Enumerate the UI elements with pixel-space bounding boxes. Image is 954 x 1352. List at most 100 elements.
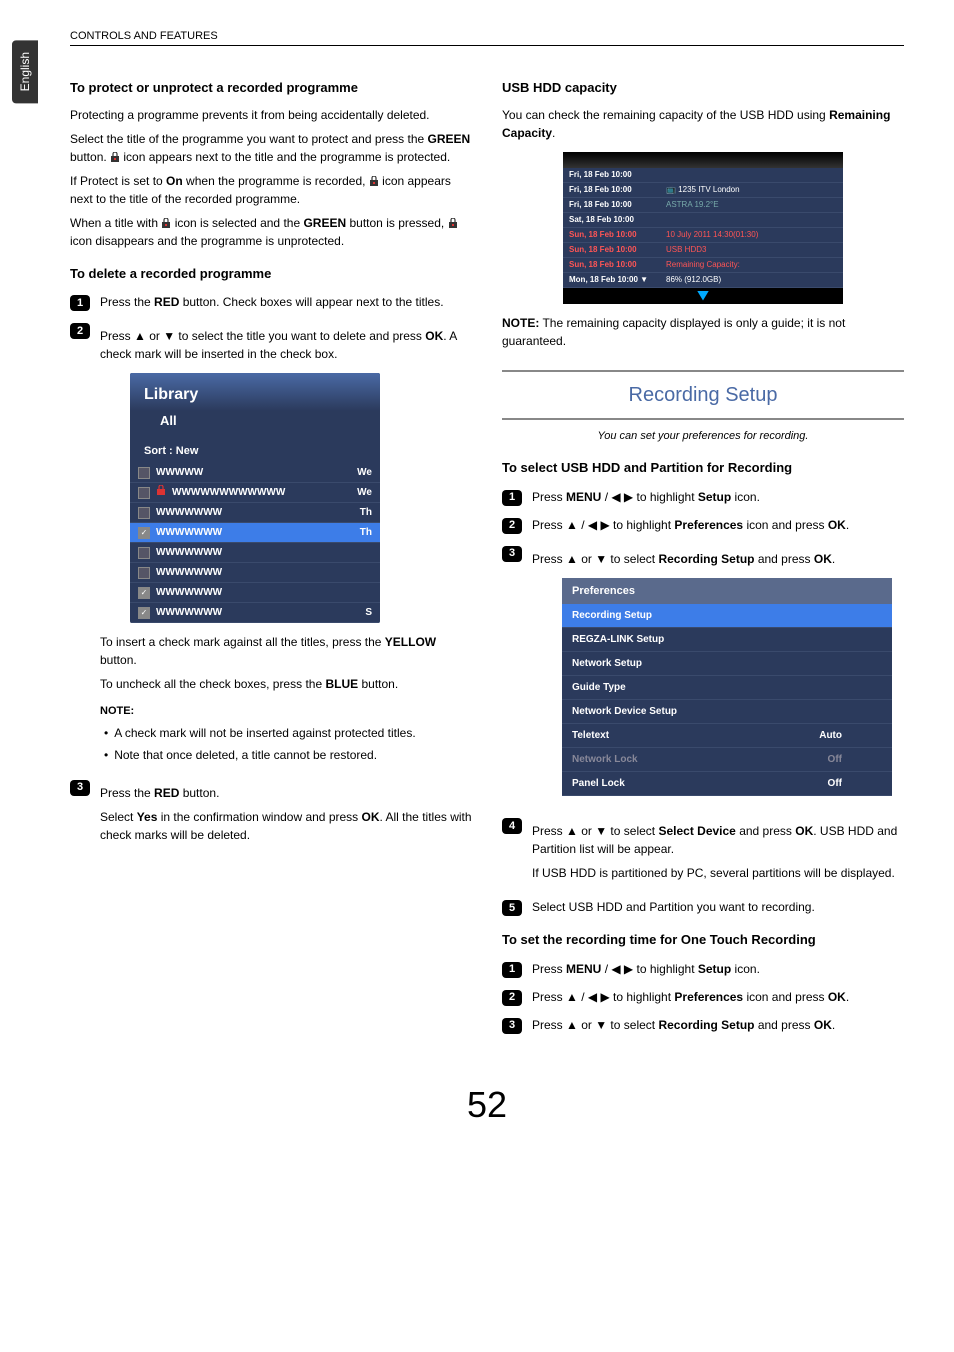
text: Press the bbox=[100, 786, 154, 800]
step-2: 2 Press ▲ or ▼ to select the title you w… bbox=[70, 321, 472, 768]
step-number: 1 bbox=[502, 490, 522, 506]
heading-one-touch: To set the recording time for One Touch … bbox=[502, 930, 904, 950]
step-number: 3 bbox=[502, 546, 522, 562]
heading-protect: To protect or unprotect a recorded progr… bbox=[70, 78, 472, 98]
text: If Protect is set to bbox=[70, 174, 166, 188]
library-row-text: WWWWWWWWWWWW bbox=[172, 485, 351, 500]
page-header: CONTROLS AND FEATURES bbox=[70, 30, 904, 46]
remaining-row-left: Mon, 18 Feb 10:00 ▼ bbox=[569, 274, 654, 286]
prefs-row-label: Panel Lock bbox=[572, 776, 625, 791]
step-text: Press MENU / ◀ ▶ to highlight Setup icon… bbox=[532, 960, 904, 978]
library-row-right: We bbox=[357, 485, 372, 500]
text: and press bbox=[754, 1018, 813, 1032]
step-number: 3 bbox=[70, 780, 90, 796]
library-screenshot: Library All Sort : New WWWWWWeWWWWWWWWWW… bbox=[130, 373, 380, 623]
text: RED bbox=[154, 295, 179, 309]
text: button. bbox=[358, 677, 398, 691]
prefs-row-value: Off bbox=[828, 776, 882, 791]
text: Setup bbox=[698, 490, 731, 504]
remaining-row-left: Fri, 18 Feb 10:00 bbox=[569, 184, 654, 196]
text: If USB HDD is partitioned by PC, several… bbox=[532, 864, 904, 882]
remaining-row-right bbox=[666, 214, 837, 226]
language-tab: English bbox=[12, 40, 38, 103]
library-row-text: WWWWWWW bbox=[156, 525, 354, 540]
step-text: Press ▲ or ▼ to select Recording Setup a… bbox=[532, 544, 904, 807]
text: and press bbox=[736, 824, 795, 838]
note-label: NOTE: bbox=[100, 703, 472, 720]
step-text: Press ▲ / ◀ ▶ to highlight Preferences i… bbox=[532, 516, 904, 534]
para: You can check the remaining capacity of … bbox=[502, 106, 904, 142]
remaining-top-bar bbox=[563, 152, 843, 168]
step-4: 4 Press ▲ or ▼ to select Select Device a… bbox=[502, 816, 904, 888]
para: NOTE: The remaining capacity displayed i… bbox=[502, 314, 904, 350]
text: icon and press bbox=[743, 518, 828, 532]
text: Select Device bbox=[658, 824, 735, 838]
remaining-row: Sun, 18 Feb 10:00 Remaining Capacity: bbox=[563, 258, 843, 273]
step-text: Press ▲ or ▼ to select Select Device and… bbox=[532, 816, 904, 888]
text: Preferences bbox=[674, 990, 743, 1004]
text: Recording Setup bbox=[658, 1018, 754, 1032]
text: MENU bbox=[566, 490, 601, 504]
text: OK bbox=[828, 990, 846, 1004]
remaining-row-left: Sat, 18 Feb 10:00 bbox=[569, 214, 654, 226]
checkbox-icon: ✓ bbox=[138, 527, 150, 539]
remaining-row: Fri, 18 Feb 10:00📺 1235 ITV London bbox=[563, 183, 843, 198]
remaining-row-right bbox=[666, 169, 837, 181]
prefs-row-value: Auto bbox=[819, 728, 882, 743]
remaining-row-left: Sun, 18 Feb 10:00 bbox=[569, 259, 654, 271]
heading-select-usb: To select USB HDD and Partition for Reco… bbox=[502, 458, 904, 478]
text: Note that once deleted, a title cannot b… bbox=[114, 746, 377, 764]
library-title: Library bbox=[130, 373, 380, 411]
text: Select the title of the programme you wa… bbox=[70, 132, 428, 146]
text: BLUE bbox=[325, 677, 358, 691]
step-text: Press ▲ or ▼ to select Recording Setup a… bbox=[532, 1016, 904, 1034]
text: OK bbox=[362, 810, 380, 824]
library-row-right: S bbox=[365, 605, 372, 620]
lock-icon bbox=[110, 152, 120, 162]
text: . bbox=[832, 1018, 835, 1032]
prefs-row-label: Network Device Setup bbox=[572, 704, 677, 719]
prefs-row: Panel Lock Off bbox=[562, 772, 892, 796]
remaining-row: Sat, 18 Feb 10:00 bbox=[563, 213, 843, 228]
step-3: 3 Press the RED button. Select Yes in th… bbox=[70, 778, 472, 850]
text: Setup bbox=[698, 962, 731, 976]
section-desc: You can set your preferences for recordi… bbox=[502, 428, 904, 445]
text: Press ▲ / ◀ ▶ to highlight bbox=[532, 518, 674, 532]
text: When a title with bbox=[70, 216, 161, 230]
text: / ◀ ▶ to highlight bbox=[601, 490, 698, 504]
step-number: 5 bbox=[502, 900, 522, 916]
step-text: Press MENU / ◀ ▶ to highlight Setup icon… bbox=[532, 488, 904, 506]
text: OK bbox=[814, 1018, 832, 1032]
para: When a title with icon is selected and t… bbox=[70, 214, 472, 250]
lock-icon bbox=[156, 485, 166, 500]
text: Yes bbox=[137, 810, 158, 824]
text: icon is selected and the bbox=[171, 216, 303, 230]
prefs-row-label: Network Setup bbox=[572, 656, 642, 671]
step-number: 2 bbox=[502, 990, 522, 1006]
library-row: WWWWWWW bbox=[130, 543, 380, 563]
library-row: ✓ WWWWWWW Th bbox=[130, 523, 380, 543]
text: . bbox=[846, 990, 849, 1004]
text: Recording Setup bbox=[658, 552, 754, 566]
step-1: 1 Press MENU / ◀ ▶ to highlight Setup ic… bbox=[502, 960, 904, 978]
step-5: 5 Select USB HDD and Partition you want … bbox=[502, 898, 904, 916]
prefs-row-label: REGZA-LINK Setup bbox=[572, 632, 664, 647]
text: OK bbox=[795, 824, 813, 838]
down-arrow-icon bbox=[697, 291, 709, 301]
remaining-row: Sun, 18 Feb 10:0010 July 2011 14:30(01:3… bbox=[563, 228, 843, 243]
text: and press bbox=[754, 552, 813, 566]
library-row-right: We bbox=[357, 465, 372, 480]
text: icon and press bbox=[743, 990, 828, 1004]
library-row-right: Th bbox=[360, 525, 372, 540]
library-row-text: WWWWWWW bbox=[156, 505, 354, 520]
text: icon appears next to the title and the p… bbox=[120, 150, 450, 164]
remaining-row-right: Remaining Capacity: bbox=[666, 259, 837, 271]
text: button. bbox=[179, 786, 219, 800]
text: / ◀ ▶ to highlight bbox=[601, 962, 698, 976]
left-column: To protect or unprotect a recorded progr… bbox=[70, 64, 472, 1044]
heading-delete: To delete a recorded programme bbox=[70, 264, 472, 284]
page-number: 52 bbox=[70, 1084, 904, 1126]
preferences-screenshot: Preferences Recording SetupREGZA-LINK Se… bbox=[562, 578, 892, 797]
step-2: 2 Press ▲ / ◀ ▶ to highlight Preferences… bbox=[502, 988, 904, 1006]
prefs-row-value: Off bbox=[828, 752, 882, 767]
